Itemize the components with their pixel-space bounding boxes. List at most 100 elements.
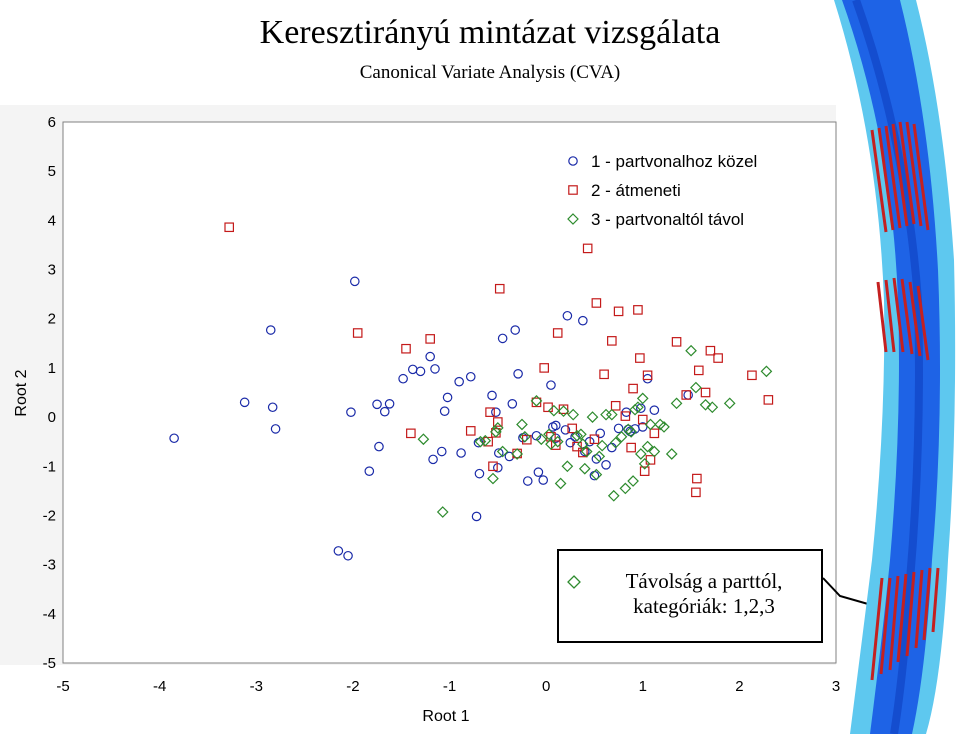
data-point-diamond — [580, 445, 593, 458]
data-point-square — [582, 243, 593, 254]
data-point-circle — [504, 451, 515, 462]
data-point-circle — [265, 325, 276, 335]
data-point-circle — [510, 325, 521, 335]
transect-line — [870, 129, 888, 233]
data-point-circle — [491, 407, 501, 417]
data-point-diamond — [576, 438, 589, 450]
data-point-diamond — [629, 403, 641, 416]
y-tick-label: 3 — [48, 262, 56, 279]
data-point-circle — [613, 423, 624, 434]
data-point-diamond — [496, 445, 509, 458]
data-point-diamond — [561, 460, 574, 473]
data-point-diamond — [586, 411, 599, 423]
transect-line — [908, 281, 922, 357]
data-point-diamond — [490, 425, 502, 438]
data-point-circle — [384, 399, 395, 409]
data-point-circle — [497, 333, 508, 344]
data-point-diamond — [557, 405, 570, 418]
data-point-square — [713, 353, 723, 363]
data-point-square — [692, 473, 702, 484]
data-point-circle — [169, 433, 179, 444]
data-point-circle — [493, 448, 504, 458]
data-point-diamond — [627, 475, 639, 487]
data-point-diamond — [530, 395, 543, 407]
x-tick-label: -1 — [443, 678, 456, 695]
data-point-diamond — [578, 462, 591, 475]
data-point-diamond — [548, 404, 560, 417]
data-point-diamond — [636, 392, 649, 405]
data-point-circle — [507, 399, 518, 409]
data-point-circle — [522, 476, 533, 486]
x-tick-label: -5 — [56, 678, 69, 695]
data-point-square — [607, 336, 617, 346]
transect-line — [879, 577, 892, 675]
data-point-square — [485, 407, 495, 417]
data-point-circle — [372, 399, 382, 410]
transect-line — [884, 125, 902, 229]
data-point-circle — [430, 364, 440, 374]
data-point-square — [700, 387, 711, 398]
y-axis-label: Root 2 — [13, 369, 30, 416]
data-point-diamond — [479, 434, 492, 447]
data-point-circle — [465, 371, 476, 382]
data-point-square — [352, 328, 363, 338]
data-point-circle — [398, 373, 408, 384]
data-point-diamond — [600, 408, 612, 421]
data-point-square — [558, 404, 569, 415]
x-tick-label: -3 — [250, 678, 263, 695]
legend-entry-label: 2 - átmeneti — [591, 181, 681, 200]
data-point-diamond — [516, 418, 528, 431]
y-tick-label: 4 — [48, 212, 56, 229]
data-point-diamond — [609, 436, 622, 449]
data-point-diamond — [596, 439, 609, 452]
data-point-diamond — [436, 506, 449, 518]
data-point-square — [633, 305, 643, 315]
y-tick-label: 5 — [48, 163, 56, 180]
data-point-diamond — [706, 401, 719, 414]
data-point-diamond — [575, 428, 587, 441]
data-point-circle — [456, 448, 466, 458]
data-point-diamond — [543, 428, 555, 441]
legend-marker-square — [568, 185, 578, 195]
data-point-circle — [333, 546, 344, 556]
data-point-diamond — [638, 457, 651, 470]
data-point-diamond — [723, 397, 736, 410]
data-point-square — [483, 436, 493, 447]
data-point-diamond — [567, 408, 580, 421]
x-tick-label: 3 — [832, 678, 840, 695]
data-point-square — [613, 306, 624, 317]
x-tick-label: 1 — [639, 678, 647, 695]
data-point-square — [637, 414, 648, 425]
legend-entry-label: 3 - partvonaltól távol — [591, 210, 744, 229]
data-point-square — [693, 365, 704, 376]
transect-line — [870, 577, 884, 681]
data-point-square — [649, 428, 660, 439]
data-point-diamond — [535, 433, 548, 446]
transect-line — [900, 278, 914, 355]
data-point-square — [620, 411, 631, 421]
data-point-diamond — [699, 398, 712, 411]
data-point-square — [626, 442, 636, 453]
data-point-diamond — [632, 401, 644, 414]
data-point-diamond — [571, 429, 583, 442]
data-point-circle — [343, 550, 353, 561]
data-point-square — [639, 466, 650, 476]
data-point-diamond — [634, 448, 647, 460]
transect-line — [877, 127, 895, 231]
data-point-square — [747, 370, 757, 381]
transect-line — [912, 123, 930, 231]
data-point-square — [635, 353, 645, 363]
callout-text: Távolság a parttól, kategóriák: 1,2,3 — [589, 569, 819, 619]
data-point-diamond — [551, 435, 564, 448]
data-point-square — [763, 395, 774, 405]
transect-line — [884, 279, 896, 353]
data-point-diamond — [625, 425, 638, 438]
data-point-square — [401, 343, 411, 354]
data-point-square — [406, 428, 416, 439]
callout-line-2: kategóriák: 1,2,3 — [633, 594, 775, 618]
data-point-diamond — [511, 448, 523, 460]
data-point-square — [494, 283, 505, 294]
data-point-circle — [578, 315, 588, 326]
y-tick-label: 2 — [48, 311, 56, 328]
y-tick-label: -3 — [43, 557, 56, 574]
